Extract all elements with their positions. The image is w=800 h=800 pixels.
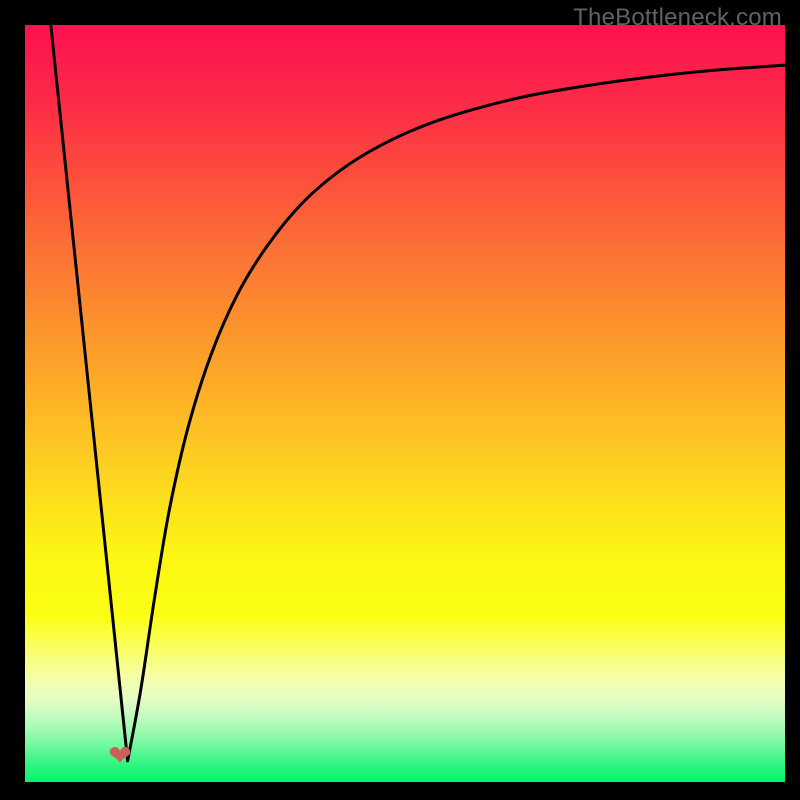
watermark-text: TheBottleneck.com [573, 4, 782, 32]
plot-area: ❤ [25, 25, 785, 782]
bottleneck-curve [51, 25, 785, 761]
curve-overlay [25, 25, 785, 782]
heart-marker-icon: ❤ [108, 739, 131, 772]
chart-container: ❤ TheBottleneck.com [0, 0, 800, 800]
